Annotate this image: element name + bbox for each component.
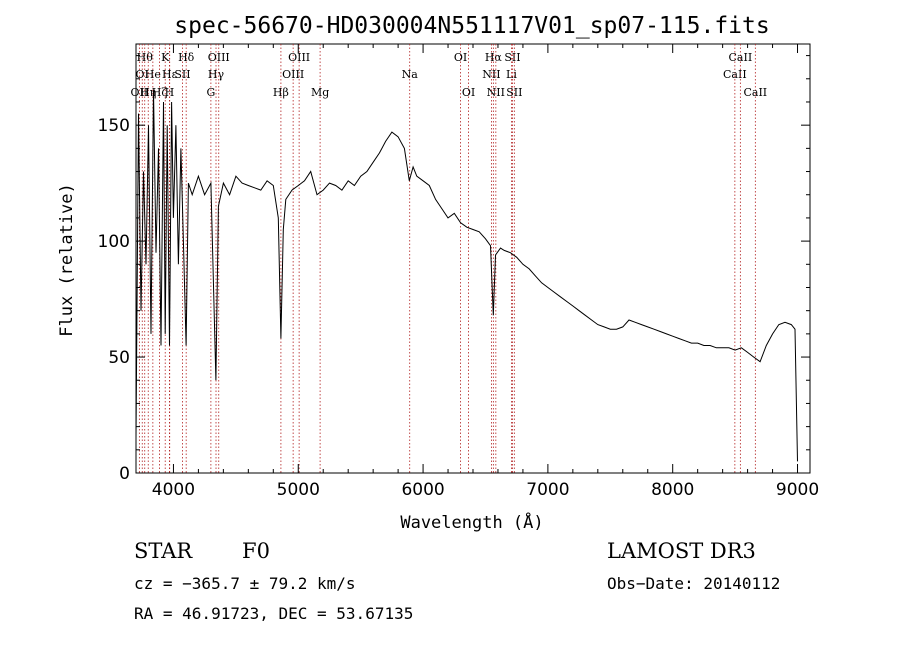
line-marker-label: Hη xyxy=(140,86,156,99)
line-marker-label: G xyxy=(206,86,215,99)
axis-ticks: 4000 5000 6000 7000 8000 9000 0 50 100 150 xyxy=(98,44,819,500)
line-marker-label: NII xyxy=(487,86,505,99)
line-marker-label: Hδ xyxy=(178,51,195,64)
line-marker-label: Hζ xyxy=(152,86,168,99)
coordinates-readout: RA = 46.91723, DEC = 53.67135 xyxy=(134,604,414,623)
line-markers: OIIOIHθHηHeHζKHHεSIIHδGHγOIIIHβOIIIOIIIM… xyxy=(131,44,767,473)
x-tick-label: 7000 xyxy=(526,480,569,500)
line-marker-label: CaII xyxy=(743,86,767,99)
line-marker-label: OIII xyxy=(288,51,310,64)
x-axis-label: Wavelength (Å) xyxy=(400,511,543,533)
x-tick-label: 4000 xyxy=(152,480,195,500)
plot-frame xyxy=(135,43,811,474)
object-type: STAR xyxy=(134,539,193,563)
line-marker-label: OI xyxy=(462,86,475,99)
line-marker-label: CaII xyxy=(723,68,747,81)
line-marker-label: SII xyxy=(506,86,522,99)
line-marker-label: Mg xyxy=(311,86,329,99)
line-marker-label: SII xyxy=(174,68,190,81)
spectrum-line xyxy=(135,90,798,462)
x-tick-label: 6000 xyxy=(401,480,444,500)
y-axis-label: Flux (relative) xyxy=(57,183,77,337)
object-subclass: F0 xyxy=(242,539,270,563)
x-tick-label: 5000 xyxy=(277,480,320,500)
line-marker-label: Hα xyxy=(485,51,503,64)
line-marker-label: OI xyxy=(454,51,467,64)
line-marker-label: Li xyxy=(506,68,517,81)
line-marker-label: Hε xyxy=(162,68,178,81)
y-tick-label: 0 xyxy=(119,464,130,484)
observation-date: Obs−Date: 20140112 xyxy=(607,574,781,593)
line-marker-label: Hθ xyxy=(137,51,154,64)
line-marker-label: Hγ xyxy=(208,68,225,81)
x-tick-label: 9000 xyxy=(776,480,819,500)
line-marker-label: OII xyxy=(131,86,149,99)
line-marker-label: SII xyxy=(504,51,520,64)
line-marker-label: OIII xyxy=(208,51,230,64)
x-tick-label: 8000 xyxy=(651,480,694,500)
chart-title: spec-56670-HD030004N551117V01_sp07-115.f… xyxy=(174,13,769,39)
line-marker-label: NII xyxy=(482,68,500,81)
line-marker-label: He xyxy=(145,68,161,81)
line-marker-label: OIII xyxy=(282,68,304,81)
survey-name: LAMOST DR3 xyxy=(607,539,756,563)
line-marker-label: OI xyxy=(136,68,149,81)
line-marker-label: K xyxy=(161,51,170,64)
redshift-readout: cz = −365.7 ± 79.2 km/s xyxy=(134,574,356,593)
y-tick-label: 150 xyxy=(98,116,130,136)
line-marker-label: CaII xyxy=(729,51,753,64)
y-tick-label: 100 xyxy=(98,232,130,252)
y-tick-label: 50 xyxy=(108,348,130,368)
line-marker-label: Hβ xyxy=(273,86,289,99)
line-marker-label: Na xyxy=(402,68,419,81)
line-marker-label: H xyxy=(165,86,175,99)
